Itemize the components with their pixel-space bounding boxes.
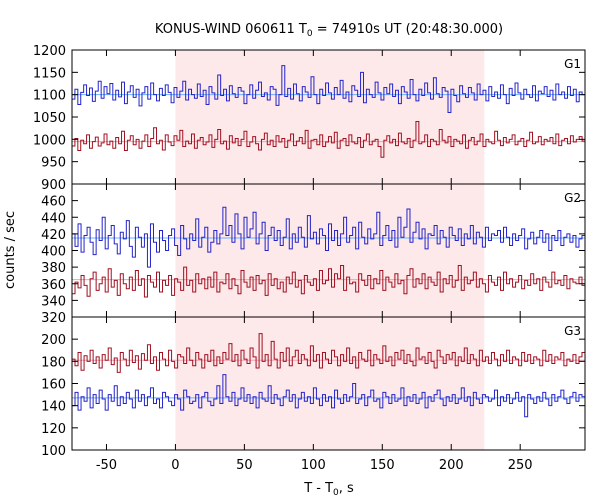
y-tick-label-g2: 320 [41,311,66,326]
panel-label-g2: G2 [564,191,581,205]
y-tick-label-g1: 950 [41,156,66,171]
shaded-interval-g3 [175,317,485,450]
series-g3-lower [72,374,585,418]
x-tick-label: 150 [370,458,395,473]
y-tick-label-g1: 1000 [33,133,66,148]
y-tick-label-g3: 200 [41,333,66,348]
y-axis-label: counts / sec [3,211,18,289]
shaded-interval-g2 [175,184,485,317]
y-tick-label-g3: 120 [41,422,66,437]
y-tick-label-g2: 440 [41,211,66,226]
series-g3-upper [72,333,585,373]
x-axis-label-subscript: 0 [333,488,339,498]
y-tick-label-g1: 1200 [33,44,66,59]
y-tick-label-g2: 460 [41,195,66,210]
x-tick-label: 50 [236,458,253,473]
y-tick-label-g1: 1050 [33,111,66,126]
x-axis-label-rest: , s [339,481,354,496]
x-tick-label: 100 [301,458,326,473]
chart-title-main: KONUS-WIND 060611 T [155,22,307,37]
series-g1-upper [72,65,585,114]
chart-title-subscript: 0 [307,29,313,39]
x-axis-label-main: T - T [303,481,333,496]
series-g2-lower [72,264,585,298]
ticks-layer [72,49,585,451]
x-tick-label: 250 [508,458,533,473]
y-tick-label-g1: 900 [41,178,66,193]
y-tick-label-g2: 420 [41,228,66,243]
y-tick-label-g3: 100 [41,444,66,459]
x-tick-label: -50 [96,458,117,473]
y-tick-label-g2: 360 [41,278,66,293]
y-tick-label-g2: 400 [41,245,66,260]
y-tick-label-g1: 1100 [33,89,66,104]
shaded-interval-layer [175,50,485,450]
y-tick-label-g3: 180 [41,355,66,370]
series-layer [72,65,585,418]
x-tick-label: 200 [439,458,464,473]
panel-label-g1: G1 [564,57,581,71]
chart-title: KONUS-WIND 060611 T0 = 74910s UT (20:48:… [155,22,503,39]
x-axis-label: T - T0, s [303,481,354,498]
y-tick-label-g1: 1150 [33,66,66,81]
y-tick-label-g3: 140 [41,400,66,415]
series-g1-lower [72,120,585,158]
panel-label-g3: G3 [564,324,581,338]
x-tick-label: 0 [171,458,179,473]
y-tick-label-g2: 340 [41,294,66,309]
y-tick-label-g3: 160 [41,378,66,393]
shaded-interval-g1 [175,50,485,184]
series-g2-upper [72,206,585,268]
tick-labels-layer: 90095010001050110011501200G1320340360380… [33,44,581,473]
chart-title-rest: = 74910s UT (20:48:30.000) [313,22,503,37]
y-tick-label-g2: 380 [41,261,66,276]
